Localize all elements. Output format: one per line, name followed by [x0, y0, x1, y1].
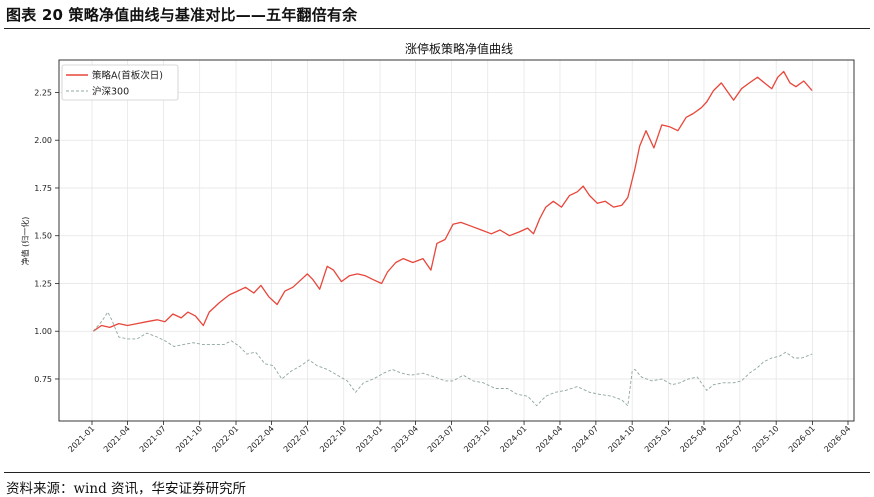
series-layer: [92, 70, 813, 407]
legend-label-strategy: 策略A(首板次日): [92, 70, 163, 82]
y-tick-label: 1.75: [34, 184, 52, 193]
x-tick-label: 2023-10: [462, 424, 492, 454]
chart-title: 涨停板策略净值曲线: [405, 41, 513, 56]
x-tick-label: 2022-07: [282, 424, 312, 454]
y-tick-label: 1.50: [34, 232, 52, 241]
x-tick-label: 2024-10: [607, 424, 637, 454]
y-tick-label: 2.25: [34, 88, 52, 97]
x-tick-label: 2022-01: [210, 424, 240, 454]
grid-lines: [59, 60, 854, 421]
top-rule: [4, 28, 870, 29]
x-tick-label: 2024-04: [534, 424, 564, 454]
y-tick-label: 2.00: [34, 136, 52, 145]
x-tick-label: 2022-04: [246, 424, 276, 454]
x-tick-label: 2025-07: [714, 424, 744, 454]
strategy-a-line: [92, 70, 813, 332]
x-tick-label: 2023-04: [390, 424, 420, 454]
plot-area-frame: [58, 59, 855, 422]
y-axis-title: 净值 (归一化): [20, 217, 30, 266]
x-tick-label: 2025-10: [751, 424, 781, 454]
y-axis: 0.75 1.00 1.25 1.50 1.75 2.00 2.25: [34, 88, 59, 384]
x-axis: 2021-01 2021-04 2021-07 2021-10 2022-01 2022-…: [66, 421, 852, 454]
x-tick-label: 2021-01: [66, 424, 96, 454]
legend-label-benchmark: 沪深300: [92, 86, 129, 98]
nav-chart: 涨停板策略净值曲线 0.75 1.00 1.25 1.50 1.75 2.00 2.25 2…: [20, 41, 855, 454]
legend-box: [61, 64, 179, 101]
x-tick-label: 2021-10: [174, 424, 204, 454]
x-tick-label: 2023-01: [354, 424, 384, 454]
y-tick-label: 0.75: [34, 375, 52, 384]
source-note: 资料来源：wind 资讯，华安证券研究所: [6, 481, 247, 497]
x-tick-label: 2026-01: [787, 424, 817, 454]
legend: 策略A(首板次日) 沪深300: [61, 64, 179, 101]
x-tick-label: 2026-04: [822, 424, 852, 454]
x-tick-label: 2024-01: [498, 424, 528, 454]
x-tick-label: 2025-04: [678, 424, 708, 454]
y-tick-label: 1.00: [34, 327, 52, 336]
csi300-line: [92, 311, 813, 407]
y-tick-label: 1.25: [34, 279, 52, 288]
x-tick-label: 2024-07: [570, 424, 600, 454]
x-tick-label: 2023-07: [426, 424, 456, 454]
x-tick-label: 2022-10: [318, 424, 348, 454]
x-tick-label: 2021-07: [138, 424, 168, 454]
figure-title: 图表 20 策略净值曲线与基准对比——五年翻倍有余: [6, 6, 358, 24]
x-tick-label: 2025-01: [643, 424, 673, 454]
bottom-rule: [4, 472, 870, 473]
x-tick-label: 2021-04: [102, 424, 132, 454]
